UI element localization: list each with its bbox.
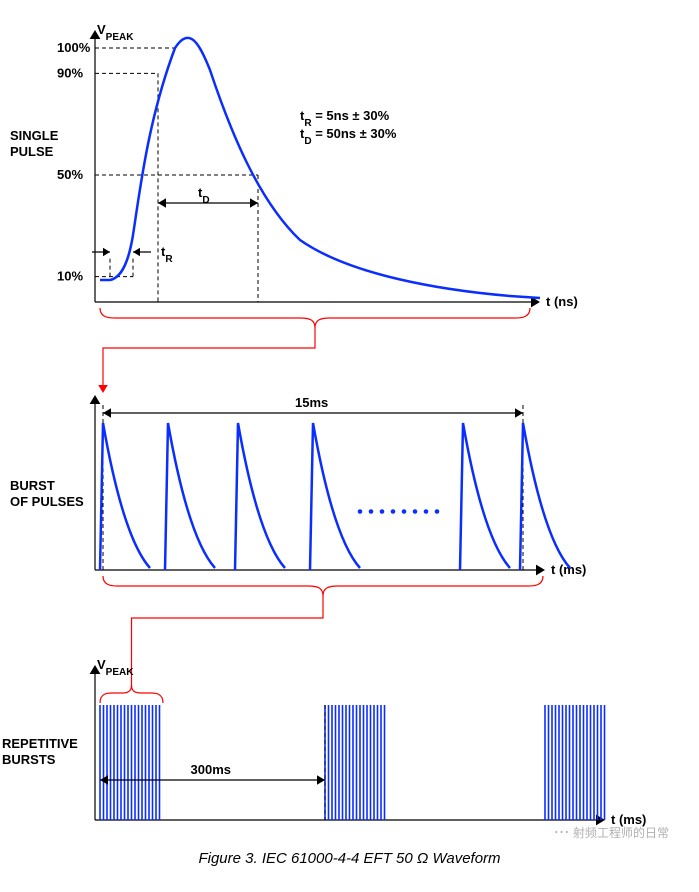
figure-caption: Figure 3. IEC 61000-4-4 EFT 50 Ω Wavefor… [0, 850, 699, 867]
svg-text:300ms: 300ms [191, 762, 231, 777]
svg-text:t (ns): t (ns) [546, 294, 578, 309]
svg-text:t (ms): t (ms) [551, 562, 586, 577]
svg-text:tD = 50ns ± 30%: tD = 50ns ± 30% [300, 126, 397, 147]
svg-text:VPEAK: VPEAK [97, 657, 134, 678]
svg-text:50%: 50% [57, 167, 83, 182]
svg-text:tR: tR [161, 244, 173, 265]
waveform-diagram: VPEAKt (ns)SINGLEPULSE10%50%90%100%tDtRt… [0, 0, 699, 887]
svg-text:SINGLE: SINGLE [10, 128, 59, 143]
svg-text:VPEAK: VPEAK [97, 22, 134, 43]
svg-text:10%: 10% [57, 269, 83, 284]
svg-text:BURSTS: BURSTS [2, 752, 56, 767]
svg-text:90%: 90% [57, 65, 83, 80]
svg-text:100%: 100% [57, 40, 91, 55]
svg-text:BURST: BURST [10, 478, 55, 493]
svg-text:PULSE: PULSE [10, 144, 54, 159]
watermark-text: ⋯ 射频工程师的日常 [554, 822, 669, 842]
svg-text:REPETITIVE: REPETITIVE [2, 736, 78, 751]
svg-text:OF PULSES: OF PULSES [10, 494, 84, 509]
svg-text:15ms: 15ms [295, 395, 328, 410]
